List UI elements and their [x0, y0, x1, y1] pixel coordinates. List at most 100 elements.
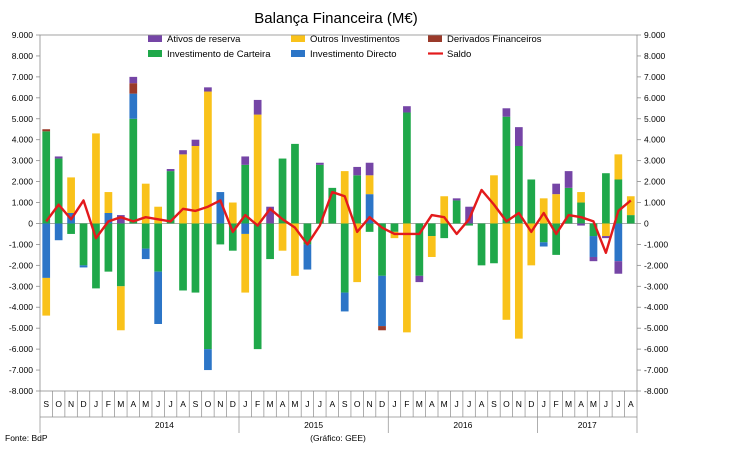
x-tick-label-month: A: [329, 399, 335, 409]
y-tick-label-left: -1.000: [9, 239, 33, 249]
bar-outros-investimentos: [502, 223, 511, 320]
bar-investimento-de-carteira: [589, 223, 598, 237]
bar-investimento-directo: [614, 223, 623, 262]
bar-outros-investimentos: [179, 154, 187, 224]
bar-outros-investimentos: [527, 223, 536, 266]
bar-outros-investimentos: [614, 154, 623, 180]
bar-outros-investimentos: [514, 223, 523, 339]
bar-outros-investimentos: [490, 175, 498, 224]
y-tick-label-left: -2.000: [9, 260, 33, 270]
y-tick-label-left: 9.000: [12, 30, 34, 40]
bar-ativos-de-reserva: [589, 256, 598, 262]
bar-investimento-directo: [129, 93, 138, 119]
bar-investimento-de-carteira: [266, 223, 274, 260]
bar-ativos-de-reserva: [415, 275, 424, 283]
x-tick-label-month: D: [379, 399, 385, 409]
bar-investimento-de-carteira: [552, 223, 561, 255]
bar-investimento-de-carteira: [602, 173, 610, 224]
bar-outros-investimentos: [552, 194, 561, 224]
bar-investimento-directo: [204, 349, 212, 371]
bar-outros-investimentos: [253, 114, 262, 224]
x-tick-label-month: J: [305, 399, 309, 409]
x-tick-label-month: S: [193, 399, 199, 409]
bar-investimento-de-carteira: [141, 223, 150, 249]
x-tick-label-month: N: [68, 399, 74, 409]
bar-outros-investimentos: [42, 277, 51, 316]
x-tick-label-month: O: [354, 399, 361, 409]
bar-outros-investimentos: [241, 233, 250, 293]
bar-investimento-directo: [365, 194, 374, 224]
legend-swatch-investimento-directo: [291, 50, 305, 57]
y-tick-label-left: -6.000: [9, 344, 33, 354]
bar-investimento-directo: [378, 275, 386, 327]
bar-derivados-financeiros: [129, 83, 138, 94]
y-tick-label-right: -8.000: [644, 386, 668, 396]
bar-ativos-de-reserva: [452, 198, 461, 201]
bar-ativos-de-reserva: [179, 150, 187, 155]
y-tick-label-left: 0: [28, 218, 33, 228]
bar-outros-investimentos: [92, 133, 100, 224]
bar-investimento-de-carteira: [154, 223, 163, 272]
bar-investimento-de-carteira: [166, 171, 175, 224]
bar-investimento-de-carteira: [490, 223, 498, 264]
bar-outros-investimentos: [539, 198, 548, 224]
bar-investimento-de-carteira: [353, 175, 362, 224]
y-tick-label-left: 3.000: [12, 156, 34, 166]
bar-outros-investimentos: [141, 183, 150, 224]
bar-investimento-directo: [340, 292, 349, 312]
x-tick-label-month: F: [255, 399, 260, 409]
x-tick-label-month: M: [267, 399, 274, 409]
saldo-line-layer: [45, 188, 632, 254]
bar-investimento-directo: [79, 265, 88, 268]
x-tick-label-month: F: [106, 399, 111, 409]
legend: Ativos de reserva Outros Investimentos D…: [148, 34, 542, 60]
x-tick-label-month: D: [80, 399, 86, 409]
y-tick-label-left: 8.000: [12, 51, 34, 61]
bar-investimento-de-carteira: [340, 223, 349, 293]
bar-outros-investimentos: [291, 223, 299, 276]
bar-investimento-de-carteira: [191, 223, 200, 293]
x-year-label: 2017: [578, 420, 597, 430]
y-tick-label-left: 5.000: [12, 114, 34, 124]
bar-investimento-de-carteira: [403, 112, 411, 224]
bar-outros-investimentos: [228, 202, 237, 224]
bar-outros-investimentos: [626, 196, 635, 216]
x-tick-label-month: A: [130, 399, 136, 409]
legend-swatch-ativos-de-reserva: [148, 35, 162, 42]
legend-label-outros-investimentos: Outros Investimentos: [310, 34, 400, 45]
y-tick-label-left: -3.000: [9, 281, 33, 291]
bar-ativos-de-reserva: [204, 87, 212, 92]
x-tick-label-month: A: [578, 399, 584, 409]
bar-investimento-de-carteira: [228, 223, 237, 251]
bar-investimento-de-carteira: [216, 223, 225, 245]
bar-investimento-de-carteira: [502, 116, 511, 224]
bar-investimento-de-carteira: [390, 223, 399, 232]
legend-swatch-outros-investimentos: [291, 35, 305, 42]
bar-ativos-de-reserva: [365, 162, 374, 176]
axes: 9.000 9.000 8.000 8.000 7.000 7.000 6.000 6.000…: [9, 30, 668, 396]
x-tick-label-month: D: [528, 399, 534, 409]
x-tick-label-month: J: [94, 399, 98, 409]
x-tick-label-month: S: [342, 399, 348, 409]
y-tick-label-right: -5.000: [644, 323, 668, 333]
y-tick-label-left: 6.000: [12, 93, 34, 103]
bar-investimento-directo: [539, 242, 548, 247]
bar-investimento-de-carteira: [303, 223, 312, 245]
bar-ativos-de-reserva: [502, 108, 511, 117]
bar-outros-investimentos: [440, 196, 449, 224]
y-tick-label-left: 4.000: [12, 135, 34, 145]
y-tick-label-right: -6.000: [644, 344, 668, 354]
bar-investimento-de-carteira: [614, 179, 623, 224]
x-tick-label-month: A: [429, 399, 435, 409]
x-tick-label-month: M: [416, 399, 423, 409]
y-tick-label-right: 2.000: [644, 177, 666, 187]
bar-investimento-directo: [241, 223, 250, 234]
bar-investimento-de-carteira: [54, 158, 63, 224]
bar-investimento-directo: [141, 248, 150, 260]
x-year-label: 2014: [155, 420, 174, 430]
x-tick-label-month: S: [491, 399, 497, 409]
bar-investimento-de-carteira: [241, 164, 250, 224]
bar-outros-investimentos: [67, 177, 75, 213]
x-tick-label-month: N: [516, 399, 522, 409]
bar-ativos-de-reserva: [129, 76, 138, 84]
